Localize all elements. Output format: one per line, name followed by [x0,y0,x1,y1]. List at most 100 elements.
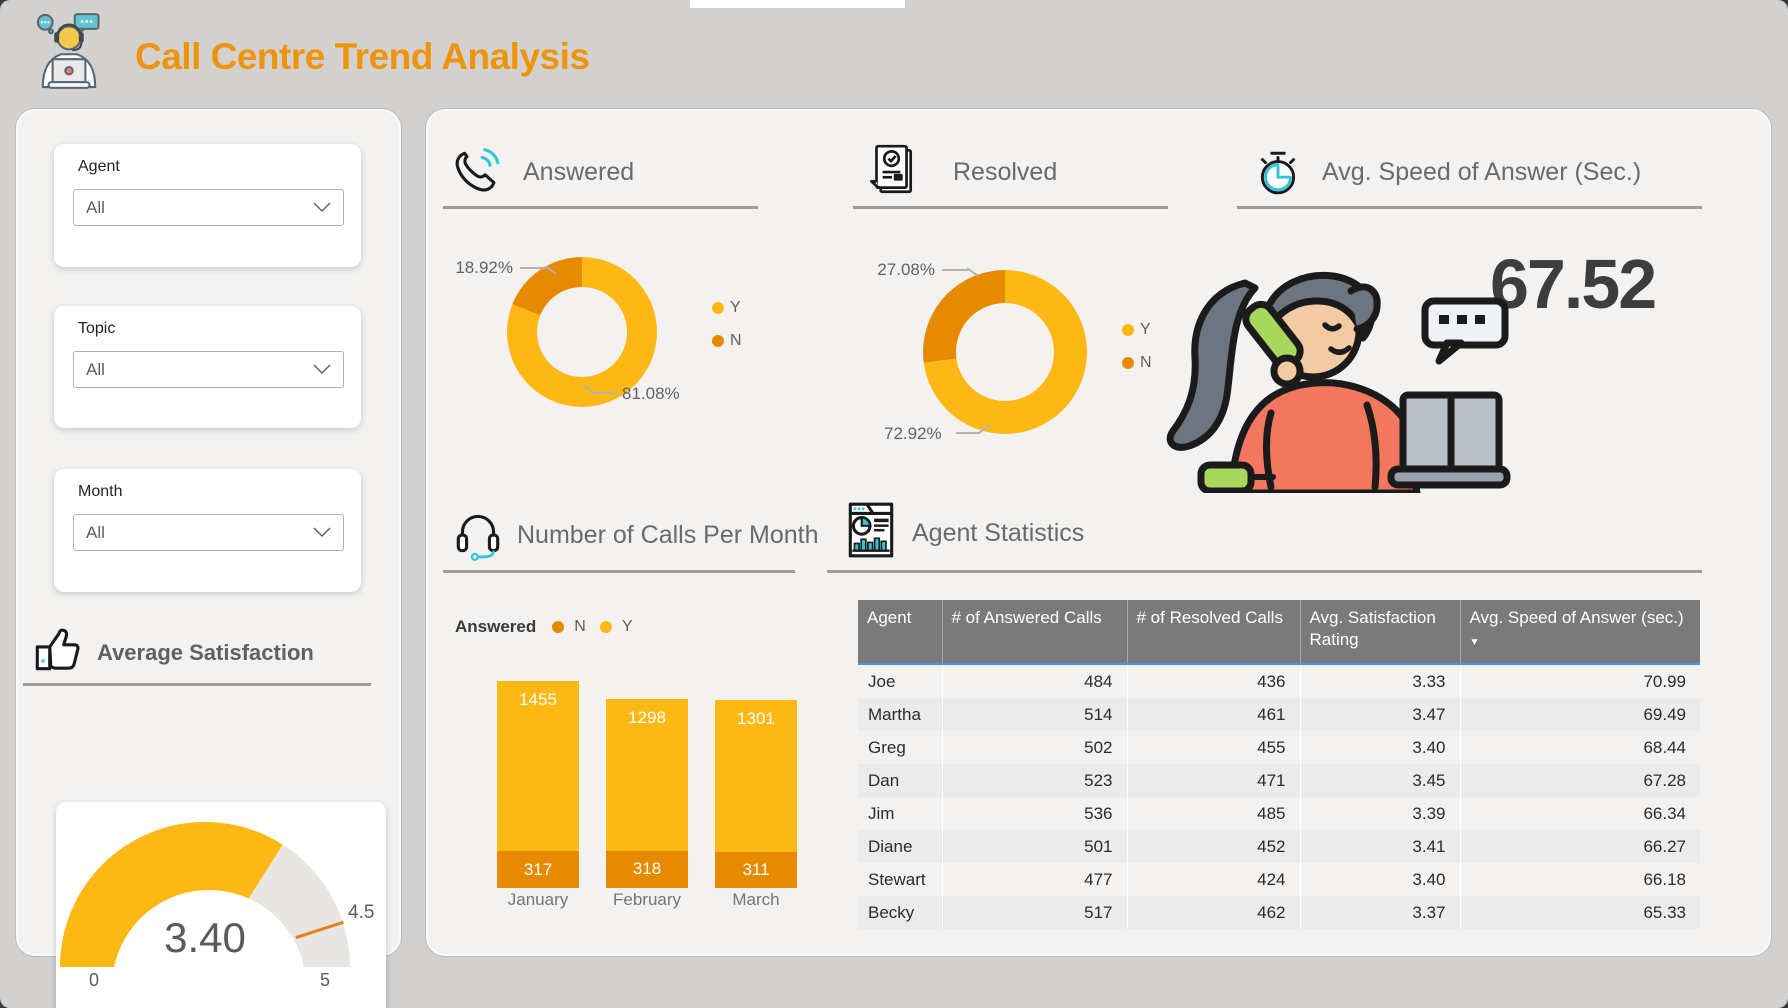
call-centre-agent-icon [36,13,100,89]
bar-category-label: January [507,890,569,909]
satisfaction-title: Average Satisfaction [97,640,314,665]
donut-callout-label: 81.08% [622,384,680,403]
separator [23,683,371,686]
answered-donut-chart[interactable] [507,257,657,407]
agent-statistics-table: Agent # of Answered Calls # of Resolved Ca… [858,600,1700,929]
stopwatch-icon [1254,147,1302,197]
table-row[interactable]: Joe 484 436 3.33 70.99 [858,664,1700,698]
callout-line [942,269,968,271]
table-row[interactable]: Greg 502 455 3.40 68.44 [858,731,1700,764]
legend-dot [1122,357,1134,369]
legend-label: N [574,618,586,635]
table-row[interactable]: Diane 501 452 3.41 66.27 [858,830,1700,863]
separator [443,206,758,209]
top-window-notch [690,0,905,8]
legend-dot [1122,324,1134,336]
satisfaction-gauge[interactable]: 3.40 0 5 4.5 [56,802,386,1008]
topic-dropdown[interactable]: All [73,351,344,388]
slicer-topic: Topic All [54,306,361,428]
resolved-legend: Y N [1122,321,1152,372]
sort-desc-icon: ▼ [1469,637,1480,649]
donut-callout-label: 27.08% [877,260,935,279]
table-row[interactable]: Dan 523 471 3.45 67.28 [858,764,1700,797]
slicer-agent-label: Agent [78,158,120,175]
callout-line [956,432,980,434]
bar-category-label: March [732,890,780,909]
legend-item-n[interactable]: N [552,618,586,636]
callout-line [592,392,618,394]
report-icon [846,500,896,560]
chevron-down-icon [313,364,331,374]
call-agent-illustration [1095,243,1515,497]
legend-label: Y [621,618,633,635]
agent-statistics-title: Agent Statistics [912,519,1085,547]
answered-title: Answered [523,158,635,186]
slicer-agent: Agent All [54,144,361,267]
gauge-min-label: 0 [88,970,99,990]
month-dropdown-value: All [86,522,105,542]
separator [443,570,795,573]
legend-dot [712,302,724,314]
legend-item-y[interactable]: Y [599,618,633,636]
separator [1237,206,1702,209]
bar-chart: 1455 317 January 1298 318 February 1301 311 Marc… [443,678,823,910]
gauge-target-label: 4.5 [348,902,375,923]
chevron-down-icon [313,527,331,537]
table-row[interactable]: Becky 517 462 3.37 65.33 [858,896,1700,929]
slicer-month-label: Month [78,483,123,500]
legend-item-y[interactable]: Y [1122,321,1152,339]
agent-dropdown[interactable]: All [73,189,344,226]
chevron-down-icon [313,202,331,212]
column-header[interactable]: Avg. Satisfaction Rating [1300,600,1461,665]
document-check-icon [863,141,919,199]
logo [28,8,110,94]
resolved-donut-chart[interactable] [923,270,1087,434]
bar-march[interactable]: 1301 311 March [715,699,797,910]
legend-item-n[interactable]: N [712,332,742,350]
legend-label: Y [730,299,741,316]
slicer-topic-label: Topic [78,320,116,337]
headset-icon [450,505,506,561]
callout-line [520,267,546,269]
column-header[interactable]: # of Answered Calls [942,600,1128,665]
calls-per-month-title: Number of Calls Per Month [517,521,819,549]
agent-table-header-row: Agent # of Answered Calls # of Resolved Ca… [858,600,1700,665]
agent-table-body: Joe 484 436 3.33 70.99 Martha 514 461 3.47 69.49 G… [858,664,1700,929]
bar-february[interactable]: 1298 318 February [606,699,688,910]
legend-dot [552,621,565,633]
avg-speed-title: Avg. Speed of Answer (Sec.) [1322,158,1642,186]
agent-dropdown-value: All [86,197,105,217]
legend-item-y[interactable]: Y [712,299,742,317]
gauge-max-label: 5 [319,970,330,990]
legend-item-n[interactable]: N [1122,354,1152,372]
table-row[interactable]: Jim 536 485 3.39 66.34 [858,797,1700,830]
bar-chart-legend: Answered N Y [455,617,646,637]
column-header[interactable]: # of Resolved Calls [1127,600,1301,665]
gauge-arc-wrap [60,822,350,968]
slicer-month: Month All [54,469,361,592]
legend-dot [599,621,612,633]
page-title: Call Centre Trend Analysis [135,36,590,77]
legend-dot [712,335,724,347]
table-row[interactable]: Martha 514 461 3.47 69.49 [858,698,1700,731]
donut-callout-label: 18.92% [455,258,513,277]
avg-speed-value: 67.52 [1490,245,1657,323]
table-row[interactable]: Stewart 477 424 3.40 66.18 [858,863,1700,896]
legend-label: N [730,332,742,349]
legend-label: N [1140,354,1152,371]
thumbs-up-icon [29,621,85,677]
phone-icon [450,144,504,198]
resolved-title: Resolved [953,158,1058,186]
filter-panel: Agent All Topic All Month All [15,108,402,1008]
separator [853,206,1168,209]
bar-january[interactable]: 1455 317 January [497,681,579,910]
column-header[interactable]: Agent [858,600,943,665]
month-dropdown[interactable]: All [73,514,344,551]
topic-dropdown-value: All [86,359,105,379]
answered-legend: Y N [712,299,742,350]
legend-caption: Answered [455,617,537,636]
legend-label: Y [1140,321,1151,338]
gauge-value: 3.40 [164,914,246,961]
column-header[interactable]: Avg. Speed of Answer (sec.) ▼ [1460,600,1700,665]
